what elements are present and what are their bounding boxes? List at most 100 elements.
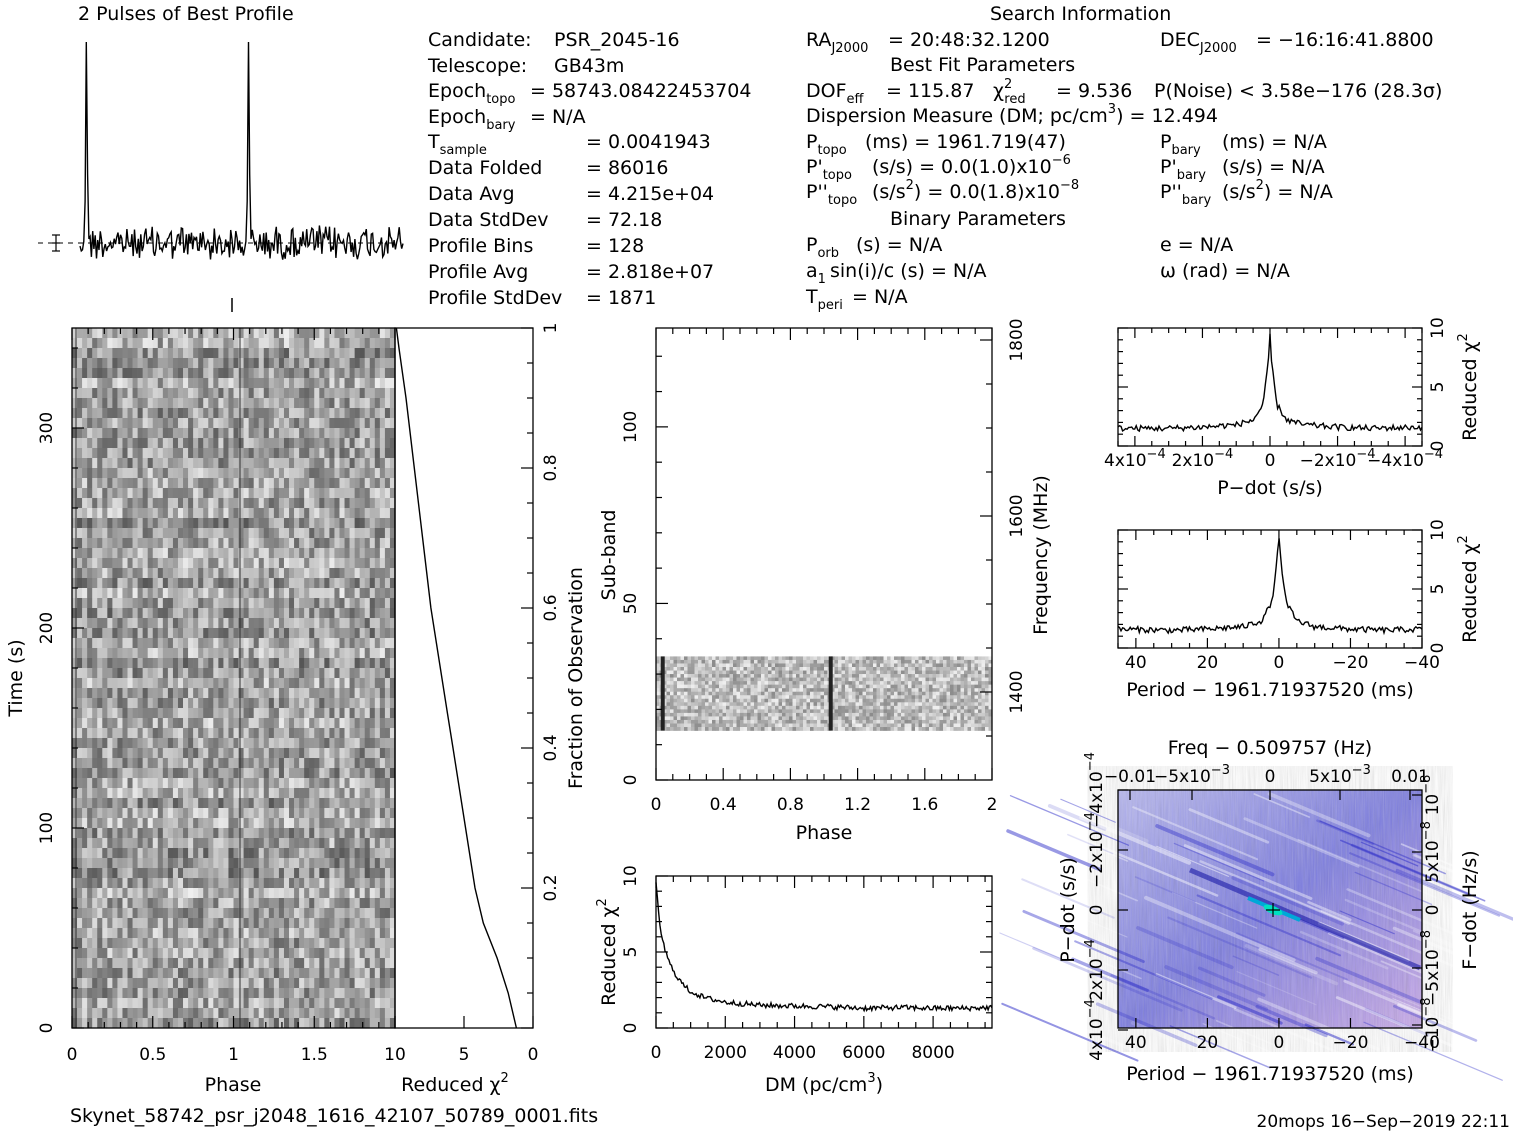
subband-cell <box>726 659 730 664</box>
time-phase-cell <box>213 328 219 339</box>
time-phase-cell <box>268 408 275 419</box>
time-phase-cell <box>309 608 315 619</box>
time-phase-cell <box>349 488 355 499</box>
time-phase-cell <box>167 408 174 419</box>
time-phase-cell <box>213 358 219 369</box>
time-phase-cell <box>188 448 194 459</box>
time-phase-cell <box>283 398 290 409</box>
time-phase-cell <box>132 928 138 939</box>
time-phase-cell <box>142 338 149 349</box>
time-phase-cell <box>167 448 174 459</box>
time-phase-cell <box>218 828 224 839</box>
time-phase-cell <box>374 518 381 529</box>
time-phase-cell <box>183 738 189 749</box>
time-phase-cell <box>273 378 280 389</box>
time-phase-cell <box>263 1008 270 1019</box>
time-phase-cell <box>389 428 396 439</box>
time-phase-cell <box>112 738 118 749</box>
time-phase-cell <box>344 358 350 369</box>
time-phase-cell <box>389 1018 396 1029</box>
time-phase-cell <box>122 598 128 609</box>
time-phase-cell <box>167 598 174 609</box>
time-phase-cell <box>283 738 290 749</box>
time-phase-cell <box>364 848 371 859</box>
time-phase-cell <box>117 348 123 359</box>
time-phase-cell <box>157 608 164 619</box>
time-phase-cell <box>223 1008 229 1019</box>
time-phase-cell <box>304 588 310 599</box>
time-phase-cell <box>278 858 285 869</box>
subband-cell <box>792 656 797 661</box>
subband-cell <box>747 663 751 668</box>
time-phase-cell <box>283 658 290 669</box>
time-phase-cell <box>157 418 164 429</box>
time-phase-cell <box>319 508 325 519</box>
time-phase-cell <box>198 948 204 959</box>
time-phase-cell <box>294 828 300 839</box>
time-phase-cell <box>374 438 381 449</box>
time-phase-cell <box>77 328 83 339</box>
time-phase-cell <box>258 388 265 399</box>
time-phase-cell <box>324 458 330 469</box>
time-phase-cell <box>147 968 154 979</box>
time-phase-cell <box>137 998 143 1009</box>
time-phase-cell <box>142 618 149 629</box>
time-phase-cell <box>258 868 265 879</box>
time-phase-cell <box>319 518 325 529</box>
time-phase-cell <box>364 438 371 449</box>
time-phase-cell <box>329 948 335 959</box>
time-phase-cell <box>152 588 159 599</box>
time-phase-cell <box>172 928 179 939</box>
time-phase-cell <box>87 448 93 459</box>
time-phase-cell <box>203 688 209 699</box>
time-phase-cell <box>203 418 209 429</box>
time-phase-cell <box>213 688 219 699</box>
time-phase-cell <box>127 418 133 429</box>
time-phase-cell <box>122 448 128 459</box>
time-phase-cell <box>92 408 98 419</box>
time-phase-cell <box>122 718 128 729</box>
subband-cell <box>684 663 688 668</box>
time-phase-cell <box>319 608 325 619</box>
time-phase-cell <box>72 428 78 439</box>
time-phase-cell <box>238 728 244 739</box>
time-phase-cell <box>82 478 88 489</box>
time-phase-cell <box>268 798 275 809</box>
time-phase-cell <box>354 468 360 479</box>
chi-time-ytick-label: 0.4 <box>541 734 561 761</box>
time-phase-cell <box>177 658 184 669</box>
time-phase-cell <box>268 668 275 679</box>
time-phase-cell <box>299 418 305 429</box>
time-phase-cell <box>172 938 179 949</box>
time-phase-cell <box>384 488 391 499</box>
time-phase-cell <box>299 698 305 709</box>
time-phase-cell <box>294 758 300 769</box>
time-phase-cell <box>359 528 366 539</box>
pddtopo-label: P'' <box>806 181 828 203</box>
time-phase-cell <box>228 398 234 409</box>
time-phase-cell <box>294 1008 300 1019</box>
time-phase-cell <box>122 578 128 589</box>
time-phase-cell <box>384 498 391 509</box>
time-phase-cell <box>157 808 164 819</box>
time-phase-cell <box>248 598 254 609</box>
time-phase-cell <box>92 448 98 459</box>
time-phase-cell <box>243 538 249 549</box>
time-phase-cell <box>294 358 300 369</box>
time-phase-cell <box>283 888 290 899</box>
time-phase-cell <box>142 848 149 859</box>
time-phase-cell <box>339 438 345 449</box>
time-phase-cell <box>319 808 325 819</box>
subband-cell <box>964 656 968 661</box>
time-phase-cell <box>132 408 138 419</box>
time-phase-cell <box>369 958 376 969</box>
subband-cell <box>866 659 870 664</box>
pbary-sub: bary <box>1171 143 1201 158</box>
time-phase-cell <box>334 788 340 799</box>
time-phase-cell <box>248 518 254 529</box>
subband-cell <box>768 659 772 664</box>
time-phase-cell <box>359 708 366 719</box>
time-phase-cell <box>278 918 285 929</box>
time-phase-cell <box>359 358 366 369</box>
time-phase-cell <box>193 968 199 979</box>
